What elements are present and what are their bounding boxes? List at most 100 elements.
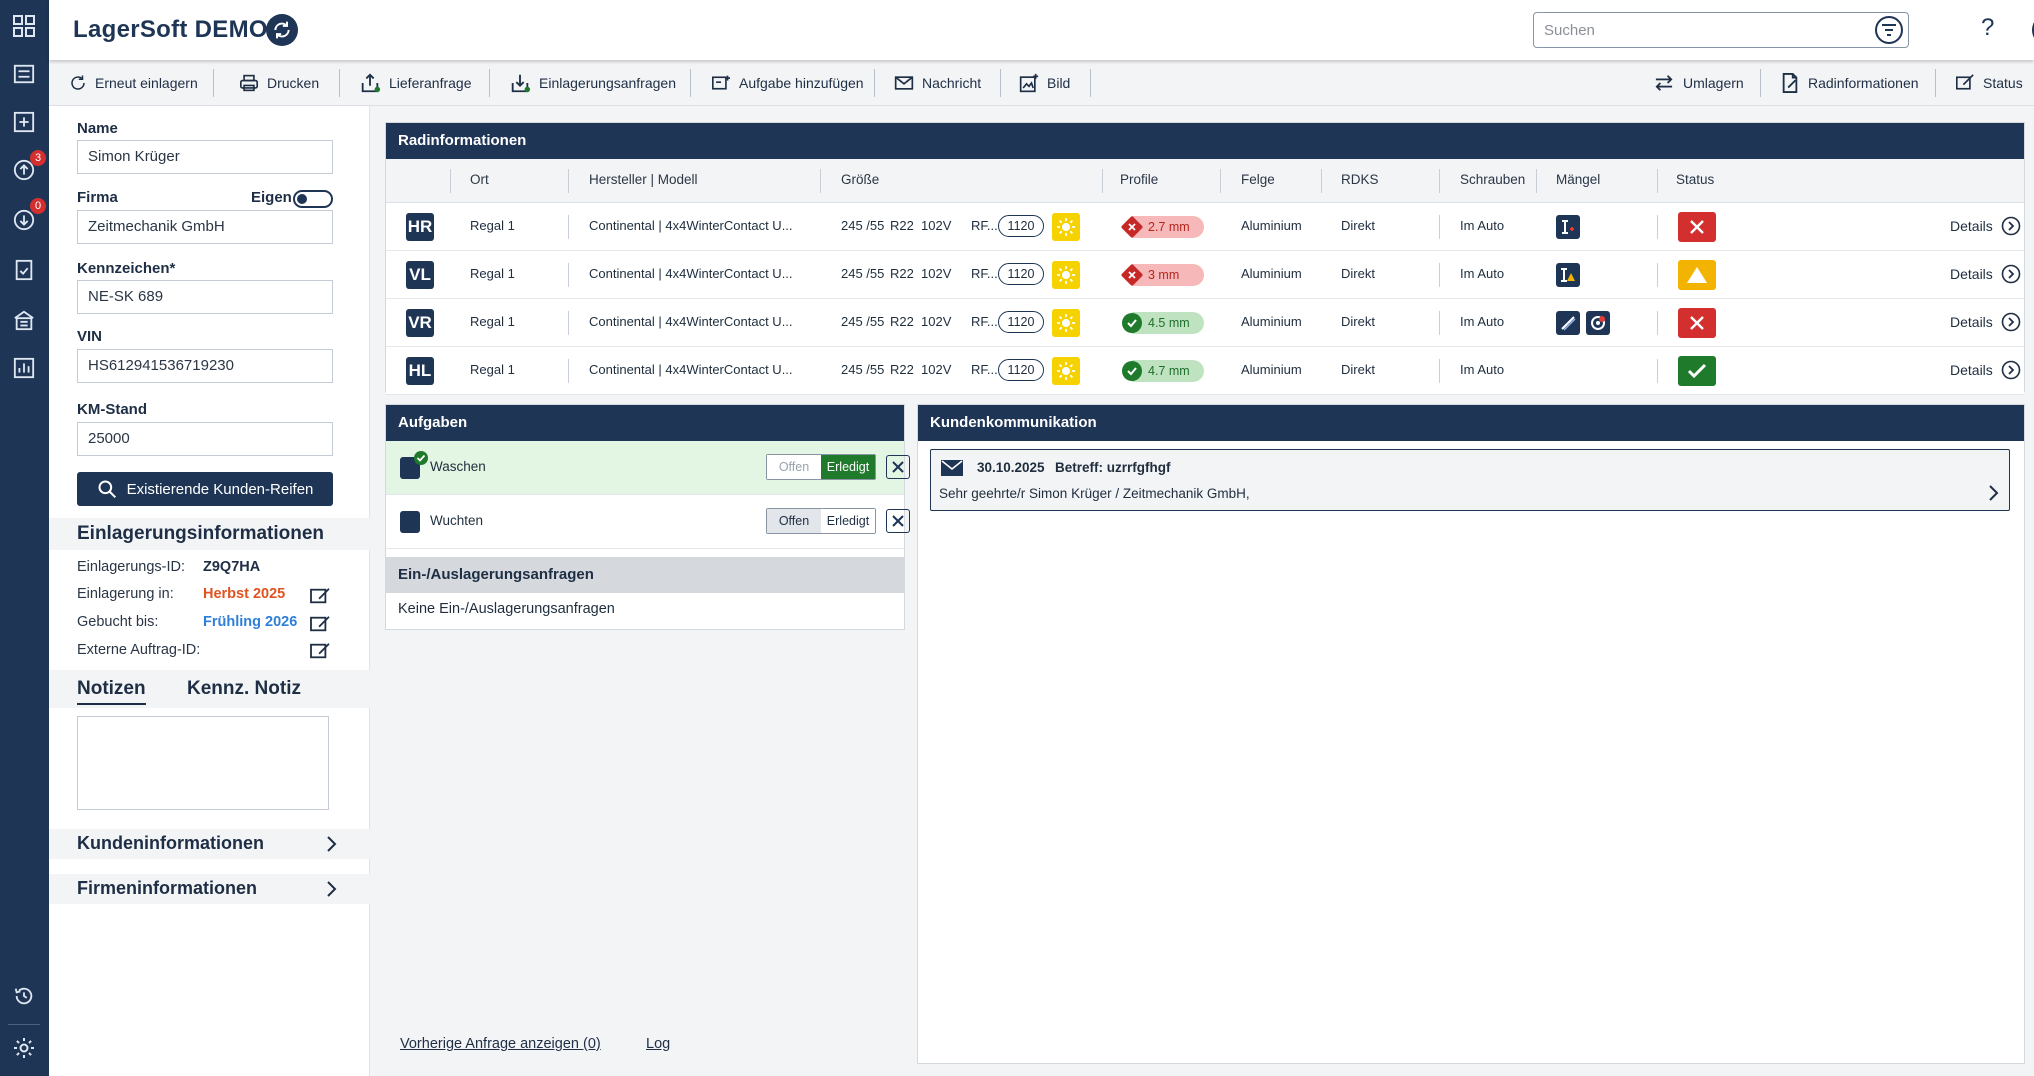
plate-field[interactable]: NE-SK 689 [77, 280, 333, 314]
communication-title: Kundenkommunikation [918, 405, 2024, 441]
help-button[interactable]: ? [1981, 14, 1995, 41]
company-info-section[interactable]: Firmeninformationen [49, 874, 370, 904]
state-done[interactable]: Erledigt [821, 455, 875, 479]
history-icon[interactable] [10, 982, 38, 1010]
details-button[interactable]: Details [1950, 360, 2021, 380]
warehouse-icon[interactable] [10, 306, 38, 334]
previous-request-link[interactable]: Vorherige Anfrage anzeigen (0) [400, 1036, 601, 1052]
col-rdks: RDKS [1341, 172, 1379, 187]
search-input[interactable] [1533, 12, 1909, 48]
requests-empty: Keine Ein-/Auslagerungsanfragen [398, 601, 615, 617]
own-toggle[interactable] [293, 190, 333, 208]
chevron-circle-right-icon [2001, 360, 2021, 380]
status-edit-icon [1956, 74, 1974, 90]
sidewall-defect-icon[interactable] [1556, 311, 1580, 335]
season-label: Einlagerung in: [77, 586, 174, 602]
col-ort: Ort [470, 172, 489, 187]
sun-icon [1052, 309, 1080, 337]
left-rail: 3 0 [0, 0, 49, 1076]
company-field[interactable]: Zeitmechanik GmbH [77, 210, 333, 244]
state-open[interactable]: Offen [767, 455, 821, 479]
message-item[interactable]: 30.10.2025 Betreff: uzrrfgfhgf Sehr geeh… [930, 449, 2010, 511]
season-edit-icon[interactable] [309, 587, 331, 605]
upload-icon[interactable] [10, 156, 38, 184]
wheel-runflat: RF... [971, 218, 998, 233]
details-button[interactable]: Details [1950, 312, 2021, 332]
filter-button[interactable] [1875, 16, 1903, 44]
col-size: Größe [841, 172, 880, 187]
tab-plate-note[interactable]: Kennz. Notiz [187, 678, 301, 699]
dashboard-grid-icon[interactable] [10, 12, 38, 40]
wheel-row: VL Regal 1 Continental | 4x4WinterContac… [386, 251, 2024, 299]
wheel-rim-size: R22 [890, 314, 914, 329]
vin-field[interactable]: HS612941536719230 [77, 349, 333, 383]
relocate-button[interactable]: Umlagern [1653, 60, 1744, 106]
wheel-rdks: Direkt [1341, 314, 1375, 329]
storage-requests-button[interactable]: Einlagerungsanfragen [509, 60, 676, 106]
list-view-icon[interactable] [10, 60, 38, 88]
booked-value: Frühling 2026 [203, 614, 298, 630]
statistics-icon[interactable] [10, 354, 38, 382]
existing-tyres-button[interactable]: Existierende Kunden-Reifen [77, 472, 333, 506]
booked-label: Gebucht bis: [77, 614, 159, 630]
remove-task-button[interactable] [886, 455, 910, 479]
wheel-rim-size: R22 [890, 218, 914, 233]
delivery-request-button[interactable]: Lieferanfrage [359, 60, 472, 106]
log-link[interactable]: Log [646, 1036, 671, 1052]
wheel-load-index: 102V [921, 362, 952, 377]
user-avatar[interactable]: SK [2032, 13, 2034, 47]
wheel-screws: Im Auto [1460, 266, 1505, 281]
tread-defect-icon[interactable] [1556, 215, 1580, 239]
tab-notes[interactable]: Notizen [77, 678, 146, 705]
task-check-icon[interactable] [10, 256, 38, 284]
wheel-info-button[interactable]: Radinformationen [1780, 60, 1919, 106]
booked-edit-icon[interactable] [309, 615, 331, 633]
wheel-status[interactable] [1678, 308, 1716, 338]
settings-gear-icon[interactable] [10, 1034, 38, 1062]
notes-textarea[interactable] [77, 716, 329, 810]
remove-task-button[interactable] [886, 509, 910, 533]
print-button[interactable]: Drucken [239, 60, 319, 106]
wheel-status[interactable] [1678, 356, 1716, 386]
wheel-status[interactable] [1678, 260, 1716, 290]
state-done[interactable]: Erledigt [821, 509, 875, 533]
add-box-icon[interactable] [10, 108, 38, 136]
download-icon[interactable] [10, 206, 38, 234]
notes-tabs: Notizen Kennz. Notiz [49, 670, 370, 708]
customer-info-section[interactable]: Kundeninformationen [49, 829, 370, 859]
task-state-toggle[interactable]: Offen Erledigt [766, 508, 876, 534]
app-header: LagerSoft DEMO ? SK [49, 0, 2034, 60]
wheel-speed-badge: 1120 [998, 215, 1044, 237]
details-button[interactable]: Details [1950, 264, 2021, 284]
image-button[interactable]: Bild [1019, 60, 1070, 106]
wheel-width: 245 /55 [841, 362, 885, 377]
add-task-button[interactable]: Aufgabe hinzufügen [711, 60, 864, 106]
wheel-row: HL Regal 1 Continental | 4x4WinterContac… [386, 347, 2024, 395]
name-field[interactable]: Simon Krüger [77, 140, 333, 174]
tread-warning-icon[interactable] [1556, 263, 1580, 287]
message-button[interactable]: Nachricht [894, 60, 981, 106]
season-value: Herbst 2025 [203, 586, 286, 602]
task-state-toggle[interactable]: Offen Erledigt [766, 454, 876, 480]
task-done-check-icon [414, 451, 428, 465]
restore-button[interactable]: Erneut einlagern [69, 60, 198, 106]
profile-depth: 2.7 mm [1120, 215, 1204, 239]
state-open[interactable]: Offen [767, 509, 821, 533]
col-status: Status [1676, 172, 1715, 187]
rim-defect-icon[interactable] [1586, 311, 1610, 335]
wheel-width: 245 /55 [841, 266, 885, 281]
message-subject: Betreff: uzrrfgfhgf [1055, 460, 1171, 475]
status-button[interactable]: Status [1955, 60, 2023, 106]
sync-button[interactable] [266, 14, 298, 46]
wash-icon [400, 457, 420, 479]
wheel-rdks: Direkt [1341, 218, 1375, 233]
close-icon [892, 515, 904, 527]
wheel-width: 245 /55 [841, 314, 885, 329]
details-button[interactable]: Details [1950, 216, 2021, 236]
printer-icon [240, 74, 258, 92]
profile-depth: 3 mm [1120, 263, 1204, 287]
chevron-right-icon [1989, 485, 1999, 501]
km-field[interactable]: 25000 [77, 422, 333, 456]
wheel-status[interactable] [1678, 212, 1716, 242]
external-id-edit-icon[interactable] [309, 642, 331, 660]
